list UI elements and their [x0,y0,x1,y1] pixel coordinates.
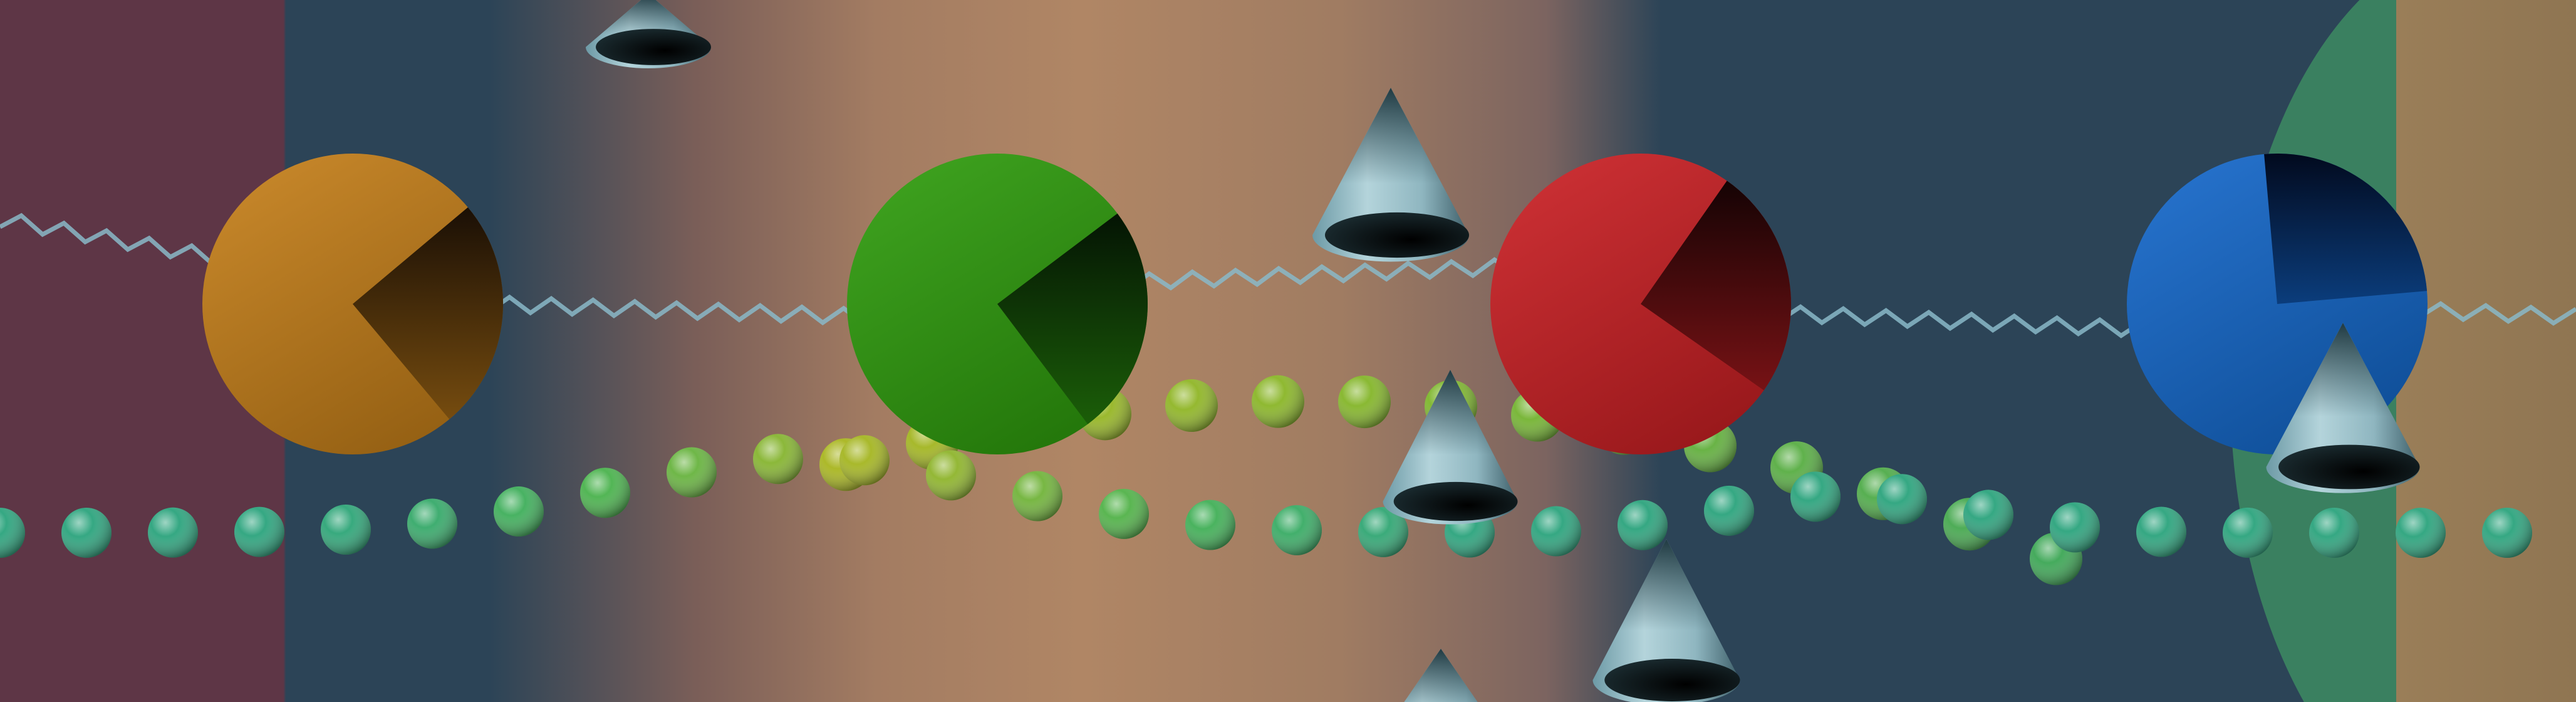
green-disc [847,154,1148,454]
sphere-bead [2482,508,2532,558]
sphere-bead [1252,375,1304,428]
sphere-bead [667,447,717,498]
zigzag-ribbon [1778,304,2144,338]
sphere-bead [1099,488,1149,539]
zigzag-ribbons [0,212,2576,338]
sphere-bead [321,504,371,555]
tan-band [2396,0,2576,702]
sphere-bead [407,498,457,549]
cone-group [586,0,2420,702]
sphere-bead [1012,471,1062,521]
sphere-bead [2396,507,2446,558]
sphere-bead [148,507,198,558]
sphere-bead [1358,506,1408,557]
sphere-bead [1618,500,1668,550]
sphere-bead [2136,506,2186,557]
sphere-bead [234,506,284,557]
sphere-bead [580,468,630,518]
sphere-bead [1877,474,1927,525]
sphere-bead [1272,505,1322,555]
sphere-bead [1531,506,1581,557]
sphere-bead [1338,375,1391,429]
sphere-bead [1963,490,2013,540]
orange-disc [202,154,504,454]
cone-shape [1312,88,1469,262]
sphere-bead [1185,500,1235,550]
disc-group [202,153,2428,454]
sphere-bead [0,508,25,558]
sphere-bead [1704,485,1754,536]
cone-shape [586,0,711,68]
sphere-bead [61,507,112,558]
cone-shape [1383,370,1518,525]
sphere-bead [2223,507,2273,558]
sphere-bead [839,435,890,486]
sphere-bead [494,486,544,537]
zigzag-ribbon [1126,257,1517,291]
zigzag-ribbon [487,294,866,326]
cone-shape [1404,649,1478,702]
sphere-bead [1165,379,1218,432]
sphere-bead [2309,507,2359,558]
zigzag-ribbon [0,212,215,266]
sphere-bead [926,450,976,501]
cone-shape [2266,323,2420,493]
sphere-bead [1790,471,1841,522]
zigzag-ribbon [2417,301,2576,326]
cone-shape [1592,539,1740,702]
front-bead-chain [0,434,2532,558]
sphere-bead [2050,502,2100,553]
sphere-bead [753,434,803,485]
red-disc [1490,154,1792,454]
